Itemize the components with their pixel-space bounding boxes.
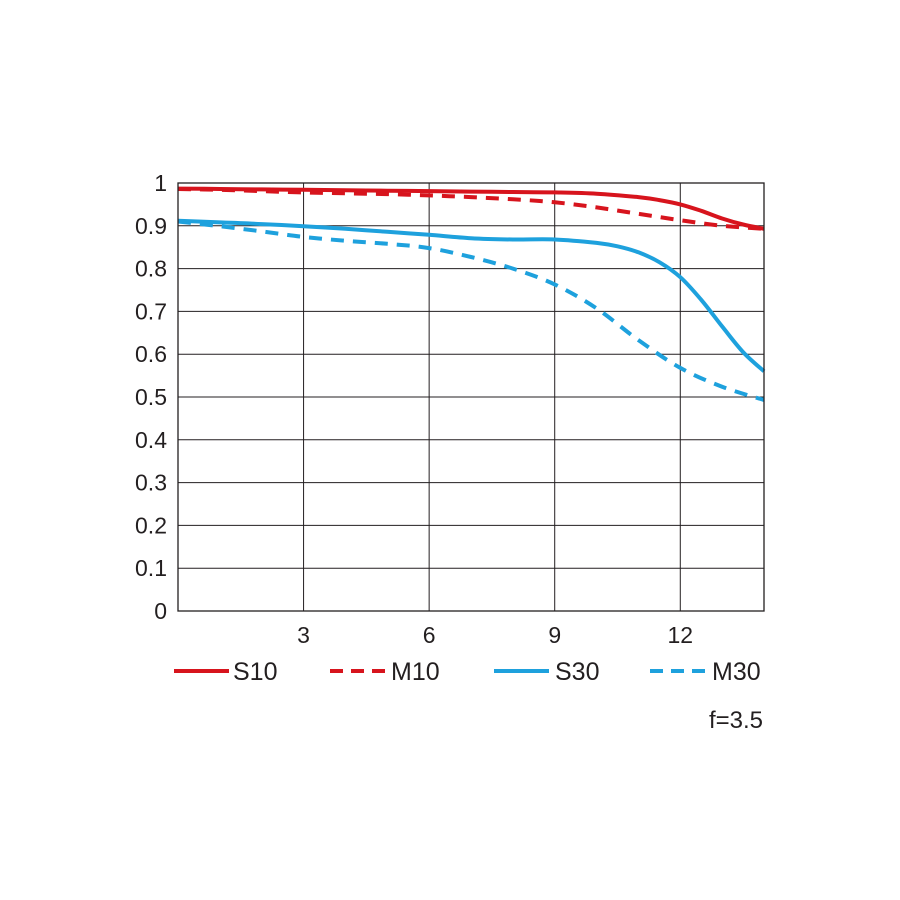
grid [178, 183, 764, 611]
legend-label-s10: S10 [233, 658, 277, 686]
series-line-m30 [177, 219, 765, 402]
y-tick-label: 0.8 [135, 256, 167, 282]
y-tick-label: 0.9 [135, 213, 167, 239]
y-tick-label: 0.2 [135, 512, 167, 538]
y-tick-label: 0.3 [135, 470, 167, 496]
series-line-s10 [177, 186, 765, 231]
y-tick-label: 0.7 [135, 298, 167, 324]
y-tick-label: 1 [154, 170, 167, 196]
x-tick-label: 9 [548, 622, 561, 648]
y-axis-labels: 0 0.1 0.2 0.3 0.4 0.5 0.6 0.7 0.8 0.9 1 [135, 170, 167, 624]
y-tick-label: 0.6 [135, 341, 167, 367]
legend-label-s30: S30 [555, 658, 599, 686]
y-tick-label: 0 [154, 598, 167, 624]
x-tick-label: 12 [667, 622, 693, 648]
y-tick-label: 0.1 [135, 555, 167, 581]
plot-frame [177, 182, 765, 612]
aperture-note: f=3.5 [709, 707, 763, 734]
x-tick-label: 3 [297, 622, 310, 648]
x-axis-labels: 3 6 9 12 [297, 622, 693, 648]
series-lines [177, 186, 766, 402]
y-tick-label: 0.4 [135, 427, 167, 453]
legend-label-m10: M10 [391, 658, 440, 686]
legend: S10 M10 S30 M30 [174, 658, 761, 686]
legend-label-m30: M30 [712, 658, 761, 686]
y-tick-label: 0.5 [135, 384, 167, 410]
series-line-s30 [177, 218, 766, 373]
x-tick-label: 6 [423, 622, 436, 648]
